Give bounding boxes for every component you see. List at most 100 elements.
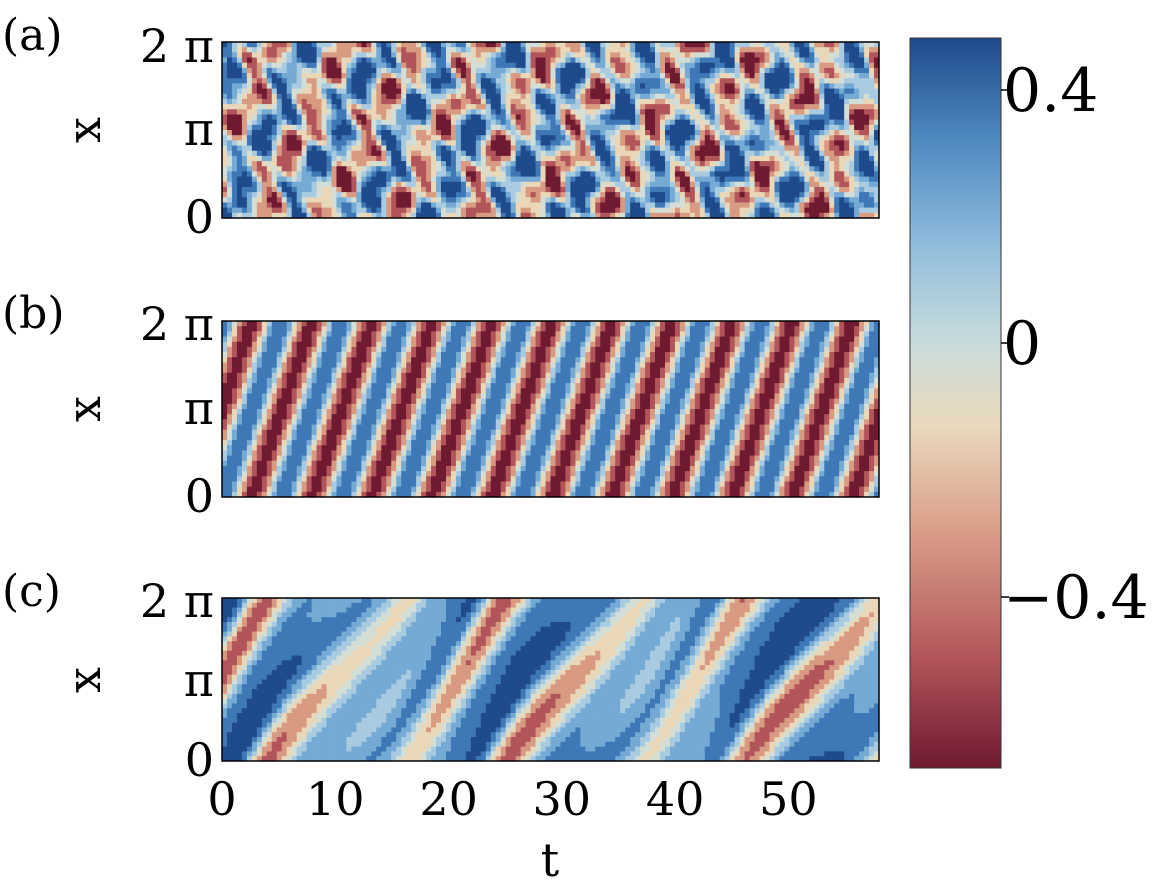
heatmap-cell bbox=[709, 73, 716, 79]
heatmap-cell bbox=[470, 109, 477, 116]
heatmap-cell bbox=[560, 104, 567, 110]
heatmap-cell bbox=[431, 47, 437, 53]
heatmap-cell bbox=[640, 104, 646, 110]
heatmap-cell bbox=[266, 166, 273, 173]
heatmap-cell bbox=[809, 47, 815, 53]
heatmap-cell bbox=[436, 140, 442, 147]
heatmap-cell bbox=[485, 166, 492, 173]
heatmap-cell bbox=[555, 62, 562, 69]
heatmap-cell bbox=[664, 197, 671, 204]
heatmap-cell bbox=[291, 155, 298, 162]
heatmap-cell bbox=[361, 119, 367, 126]
heatmap-cell bbox=[719, 135, 726, 141]
heatmap-cell bbox=[421, 155, 427, 162]
heatmap-cell bbox=[475, 57, 482, 64]
heatmap-cell bbox=[839, 186, 845, 193]
heatmap-cell bbox=[256, 207, 263, 214]
heatmap-cell bbox=[371, 176, 377, 183]
heatmap-cell bbox=[431, 88, 437, 95]
heatmap-cell bbox=[276, 212, 283, 218]
heatmap-cell bbox=[222, 326, 228, 332]
heatmap-cell bbox=[615, 192, 621, 198]
heatmap-cell bbox=[590, 62, 596, 69]
heatmap-cell bbox=[694, 57, 701, 64]
heatmap-cell bbox=[291, 67, 298, 74]
heatmap-cell bbox=[655, 47, 661, 53]
heatmap-cell bbox=[346, 161, 353, 167]
heatmap-cell bbox=[694, 47, 701, 53]
heatmap-cell bbox=[361, 93, 367, 100]
heatmap-cell bbox=[311, 62, 318, 69]
heatmap-cell bbox=[704, 166, 711, 173]
heatmap-cell bbox=[455, 171, 462, 178]
heatmap-cell bbox=[366, 73, 372, 79]
heatmap-cell bbox=[580, 119, 586, 126]
heatmap-cell bbox=[660, 202, 666, 209]
heatmap-cell bbox=[759, 166, 766, 173]
heatmap-cell bbox=[281, 62, 288, 69]
heatmap-cell bbox=[445, 321, 452, 327]
heatmap-cell bbox=[276, 140, 283, 147]
heatmap-cell bbox=[724, 192, 731, 198]
heatmap-cell bbox=[679, 176, 686, 183]
heatmap-cell bbox=[694, 93, 701, 100]
heatmap-cell bbox=[600, 78, 606, 85]
heatmap-cell bbox=[311, 98, 318, 105]
heatmap-cell bbox=[804, 104, 810, 110]
heatmap-cell bbox=[465, 212, 472, 218]
heatmap-cell bbox=[326, 181, 333, 188]
heatmap-cell bbox=[416, 78, 422, 85]
heatmap-cell bbox=[336, 176, 343, 183]
heatmap-cell bbox=[689, 155, 696, 162]
heatmap-cell bbox=[839, 150, 845, 157]
heatmap-cell bbox=[222, 52, 228, 59]
heatmap-cell bbox=[401, 124, 407, 131]
heatmap-cell bbox=[779, 161, 786, 167]
heatmap-cell bbox=[416, 42, 422, 48]
heatmap-cell bbox=[669, 150, 676, 157]
heatmap-cell bbox=[470, 202, 477, 209]
heatmap-cell bbox=[401, 202, 407, 209]
heatmap-cell bbox=[739, 212, 746, 218]
heatmap-cell bbox=[699, 135, 706, 141]
heatmap-cell bbox=[326, 326, 333, 332]
heatmap-cell bbox=[241, 88, 248, 95]
heatmap-cell bbox=[411, 155, 417, 162]
heatmap-cell bbox=[689, 326, 696, 332]
heatmap-cell bbox=[674, 212, 681, 218]
heatmap-cell bbox=[545, 52, 552, 59]
heatmap-cell bbox=[600, 331, 606, 338]
heatmap-cell bbox=[256, 145, 263, 152]
heatmap-cell bbox=[844, 119, 850, 126]
heatmap-cell bbox=[829, 78, 835, 85]
heatmap-cell bbox=[640, 67, 646, 74]
heatmap-cell bbox=[426, 98, 432, 105]
heatmap-cell bbox=[401, 47, 407, 53]
heatmap-cell bbox=[231, 109, 238, 116]
heatmap-cell bbox=[525, 326, 532, 332]
heatmap-cell bbox=[520, 171, 527, 178]
heatmap-a bbox=[222, 42, 879, 218]
heatmap-cell bbox=[600, 212, 606, 218]
heatmap-cell bbox=[231, 176, 238, 183]
heatmap-cell bbox=[620, 130, 626, 136]
heatmap-cell bbox=[664, 166, 671, 173]
heatmap-cell bbox=[724, 321, 731, 327]
heatmap-cell bbox=[495, 171, 502, 178]
heatmap-cell bbox=[436, 186, 442, 193]
heatmap-cell bbox=[356, 197, 362, 204]
heatmap-cell bbox=[545, 166, 552, 173]
heatmap-cell bbox=[669, 104, 676, 110]
heatmap-cell bbox=[789, 93, 795, 100]
heatmap-cell bbox=[431, 186, 437, 193]
heatmap-cell bbox=[520, 104, 527, 110]
heatmap-cell bbox=[520, 331, 527, 338]
heatmap-cell bbox=[321, 42, 328, 48]
heatmap-cell bbox=[630, 197, 636, 204]
heatmap-cell bbox=[271, 98, 278, 105]
heatmap-cell bbox=[714, 171, 721, 178]
heatmap-cell bbox=[630, 321, 636, 327]
heatmap-cell bbox=[669, 186, 676, 193]
heatmap-cell bbox=[674, 114, 681, 121]
